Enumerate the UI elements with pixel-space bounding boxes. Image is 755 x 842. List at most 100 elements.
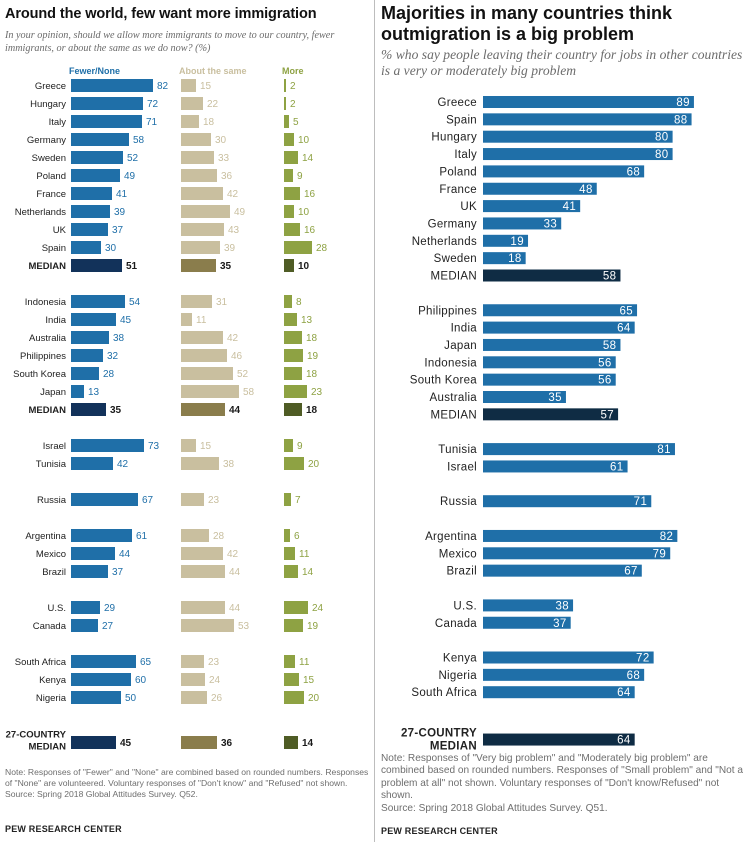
right-brand-footer: PEW RESEARCH CENTER — [381, 826, 498, 836]
bar-fewer-none-japan — [71, 385, 84, 398]
value-label-about-the-same-germany: 30 — [215, 135, 227, 146]
bar-more-median — [284, 403, 302, 416]
row-label-spain: Spain — [446, 114, 477, 126]
value-label-australia: 35 — [548, 392, 562, 404]
bar-more-nigeria — [284, 691, 304, 704]
bar-median-median — [483, 408, 619, 421]
bar-about-the-same-australia — [181, 331, 223, 344]
row-label-brazil: Brazil — [42, 567, 66, 578]
row-label-germany: Germany — [27, 135, 66, 146]
row-label-brazil: Brazil — [446, 566, 477, 578]
column-header-more: More — [282, 66, 304, 76]
bar-u-s — [483, 599, 574, 612]
value-label-more-sweden: 14 — [302, 153, 314, 164]
bar-nigeria — [483, 668, 645, 681]
row-label-uk: UK — [460, 201, 477, 213]
row-label-median: MEDIAN — [29, 742, 67, 753]
bar-russia — [483, 495, 652, 508]
bar-more-canada — [284, 619, 303, 632]
bar-philippines — [483, 304, 638, 317]
bar-about-the-same-russia — [181, 493, 204, 506]
bar-fewer-none-france — [71, 187, 112, 200]
row-label-nigeria: Nigeria — [438, 670, 477, 682]
bar-fewer-none-canada — [71, 619, 98, 632]
bar-more-south-korea — [284, 367, 302, 380]
value-label-germany: 33 — [544, 218, 558, 230]
bar-fewer-none-germany — [71, 133, 129, 146]
row-label-sweden: Sweden — [32, 153, 66, 164]
bar-more-poland — [284, 169, 293, 182]
value-label-japan: 58 — [603, 340, 617, 352]
value-label-more-median: 18 — [306, 405, 318, 416]
row-label-india: India — [45, 315, 66, 326]
value-label-fewer-none-uk: 37 — [112, 225, 124, 236]
bar-more-uk — [284, 223, 300, 236]
row-label-u-s: U.S. — [453, 600, 477, 612]
value-label-italy: 80 — [655, 149, 669, 161]
bar-indonesia — [483, 356, 616, 369]
bar-more-israel — [284, 439, 293, 452]
value-label-fewer-none-australia: 38 — [113, 333, 125, 344]
row-label-south-korea: South Korea — [410, 375, 478, 387]
bar-about-the-same-south-korea — [181, 367, 233, 380]
value-label-about-the-same-u-s: 44 — [229, 603, 241, 614]
row-label-uk: UK — [53, 225, 67, 236]
bar-fewer-none-argentina — [71, 529, 132, 542]
value-label-more-brazil: 14 — [302, 567, 314, 578]
row-label-kenya: Kenya — [443, 653, 477, 665]
bar-australia — [483, 391, 566, 403]
bar-fewer-none-india — [71, 313, 116, 326]
bar-more-philippines — [284, 349, 303, 362]
value-label-more-u-s: 24 — [312, 603, 324, 614]
value-label-fewer-none-indonesia: 54 — [129, 297, 141, 308]
value-label-more-poland: 9 — [297, 171, 303, 182]
value-label-more-italy: 5 — [293, 117, 299, 128]
value-label-israel: 61 — [610, 461, 624, 473]
right-chart-panel: Majorities in many countries think outmi… — [377, 0, 755, 842]
value-label-fewer-none-france: 41 — [116, 189, 128, 200]
bar-more-hungary — [284, 97, 286, 110]
value-label-more-hungary: 2 — [290, 99, 296, 110]
row-label-russia: Russia — [440, 496, 477, 508]
bar-about-the-same-kenya — [181, 673, 205, 686]
value-label-fewer-none-argentina: 61 — [136, 531, 148, 542]
left-note-text: Note: Responses of "Fewer" and "None" ar… — [5, 767, 369, 789]
value-label-fewer-none-netherlands: 39 — [114, 207, 126, 218]
value-label-about-the-same-russia: 23 — [208, 495, 220, 506]
bar-more-australia — [284, 331, 302, 344]
row-label-median: MEDIAN — [29, 405, 67, 416]
value-label-fewer-none-sweden: 52 — [127, 153, 139, 164]
bar-about-the-same-mexico — [181, 547, 223, 560]
row-label-27-country: 27-COUNTRY — [6, 730, 67, 741]
row-label-median: MEDIAN — [430, 271, 477, 283]
right-chart-note: Note: Responses of "Very big problem" an… — [381, 753, 753, 815]
bar-fewer-none-greece — [71, 79, 153, 92]
value-label-fewer-none-japan: 13 — [88, 387, 100, 398]
row-label-median: MEDIAN — [430, 741, 477, 753]
bar-about-the-same-france — [181, 187, 223, 200]
value-label-fewer-none-median: 51 — [126, 261, 138, 272]
bar-about-the-same-greece — [181, 79, 196, 92]
row-label-canada: Canada — [33, 621, 67, 632]
row-label-netherlands: Netherlands — [412, 236, 477, 248]
bar-fewer-none-uk — [71, 223, 108, 236]
value-label-fewer-none-south-africa: 65 — [140, 657, 152, 668]
bar-more-kenya — [284, 673, 299, 686]
value-label-more-mexico: 11 — [299, 549, 310, 560]
value-label-fewer-none-kenya: 60 — [135, 675, 147, 686]
bar-fewer-none-italy — [71, 115, 142, 128]
bar-about-the-same-south-africa — [181, 655, 204, 668]
bar-more-netherlands — [284, 205, 294, 218]
row-label-median: MEDIAN — [29, 261, 67, 272]
value-label-more-median: 10 — [298, 261, 310, 272]
bar-more-italy — [284, 115, 289, 128]
bar-about-the-same-philippines — [181, 349, 227, 362]
bar-argentina — [483, 529, 678, 542]
bar-about-the-same-indonesia — [181, 295, 212, 308]
bar-about-the-same-uk — [181, 223, 224, 236]
bar-fewer-none-sweden — [71, 151, 123, 164]
value-label-more-philippines: 19 — [307, 351, 319, 362]
bar-fewer-none-27-country — [71, 736, 116, 749]
value-label-about-the-same-philippines: 46 — [231, 351, 243, 362]
value-label-fewer-none-27-country: 45 — [120, 738, 132, 749]
